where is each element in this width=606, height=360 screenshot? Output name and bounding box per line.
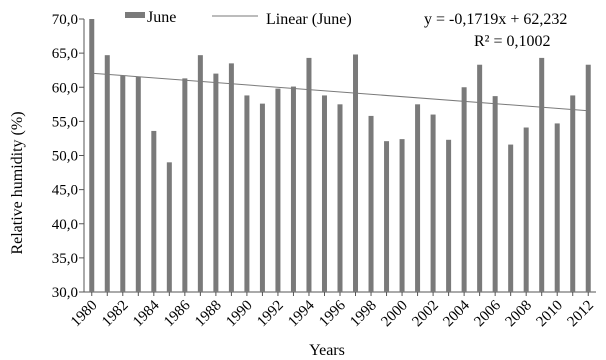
bar bbox=[290, 86, 296, 292]
bar bbox=[321, 95, 327, 292]
x-tick-label: 1982 bbox=[99, 298, 132, 331]
bar bbox=[259, 103, 265, 292]
x-tick-label: 1988 bbox=[192, 298, 225, 331]
x-axis-title: Years bbox=[309, 342, 345, 359]
x-tick-label: 2002 bbox=[409, 298, 442, 331]
y-tick-label: 50,0 bbox=[52, 149, 78, 165]
y-tick-label: 70,0 bbox=[52, 12, 78, 28]
bar bbox=[399, 139, 405, 292]
legend-label-june: June bbox=[147, 9, 176, 26]
bar bbox=[244, 95, 250, 292]
bar bbox=[135, 77, 141, 292]
bar bbox=[337, 104, 343, 292]
x-tick-label: 1986 bbox=[161, 297, 194, 330]
bar bbox=[570, 95, 576, 292]
x-tick-label: 2006 bbox=[471, 297, 504, 330]
bar bbox=[182, 78, 188, 292]
x-tick-label: 2000 bbox=[378, 298, 411, 331]
bar bbox=[492, 96, 498, 292]
x-tick-label: 2004 bbox=[440, 297, 473, 330]
x-tick-label: 2008 bbox=[502, 298, 535, 331]
x-tick-label: 1980 bbox=[68, 298, 101, 331]
bar bbox=[461, 87, 467, 292]
x-tick-label: 1990 bbox=[223, 298, 256, 331]
bar bbox=[166, 162, 172, 292]
trend-equation: y = -0,1719x + 62,232 bbox=[424, 11, 567, 28]
x-tick-label: 1998 bbox=[347, 298, 380, 331]
bar bbox=[384, 141, 390, 292]
bar bbox=[89, 19, 95, 292]
x-tick-label: 2012 bbox=[565, 298, 598, 331]
bar bbox=[197, 55, 203, 292]
x-tick-label: 1992 bbox=[254, 298, 287, 331]
bar bbox=[275, 88, 281, 293]
legend-label-linear: Linear (June) bbox=[266, 11, 352, 28]
bar bbox=[104, 55, 110, 292]
y-tick-label: 35,0 bbox=[52, 251, 78, 267]
y-tick-label: 65,0 bbox=[52, 46, 78, 62]
y-axis: 30,0 35,0 40,0 45,0 50,0 55,0 60,0 65,0 70,0 bbox=[52, 12, 85, 301]
bar bbox=[306, 57, 312, 293]
bar bbox=[415, 104, 421, 292]
bars bbox=[89, 19, 591, 293]
bar bbox=[477, 64, 483, 292]
trendline-path bbox=[91, 72, 589, 112]
x-axis: 1980198219841986198819901992199419961998… bbox=[68, 291, 598, 331]
y-tick-label: 60,0 bbox=[52, 80, 78, 96]
y-axis-title: Relative humidity (%) bbox=[9, 111, 26, 254]
bar bbox=[554, 123, 560, 292]
y-tick-label: 30,0 bbox=[52, 285, 78, 301]
bar bbox=[523, 127, 529, 292]
x-tick-label: 1984 bbox=[130, 297, 163, 330]
trendline bbox=[91, 72, 589, 112]
x-tick-label: 1994 bbox=[285, 297, 318, 330]
bar bbox=[446, 139, 452, 292]
legend-swatch-june bbox=[125, 12, 145, 18]
bar bbox=[585, 64, 591, 292]
bar bbox=[151, 130, 157, 292]
y-tick-label: 45,0 bbox=[52, 183, 78, 199]
bar bbox=[228, 63, 234, 292]
trend-r-squared: R² = 0,1002 bbox=[474, 33, 551, 50]
x-tick-label: 2010 bbox=[534, 298, 567, 331]
y-tick-label: 40,0 bbox=[52, 217, 78, 233]
x-tick-label: 1996 bbox=[316, 297, 349, 330]
bar bbox=[120, 75, 126, 293]
bar bbox=[508, 144, 514, 292]
legend: June Linear (June) bbox=[125, 9, 352, 28]
bar bbox=[353, 54, 359, 292]
y-tick-label: 55,0 bbox=[52, 114, 78, 130]
bar bbox=[213, 73, 219, 292]
bar bbox=[539, 57, 545, 293]
bar bbox=[430, 114, 436, 292]
bar bbox=[368, 115, 374, 292]
